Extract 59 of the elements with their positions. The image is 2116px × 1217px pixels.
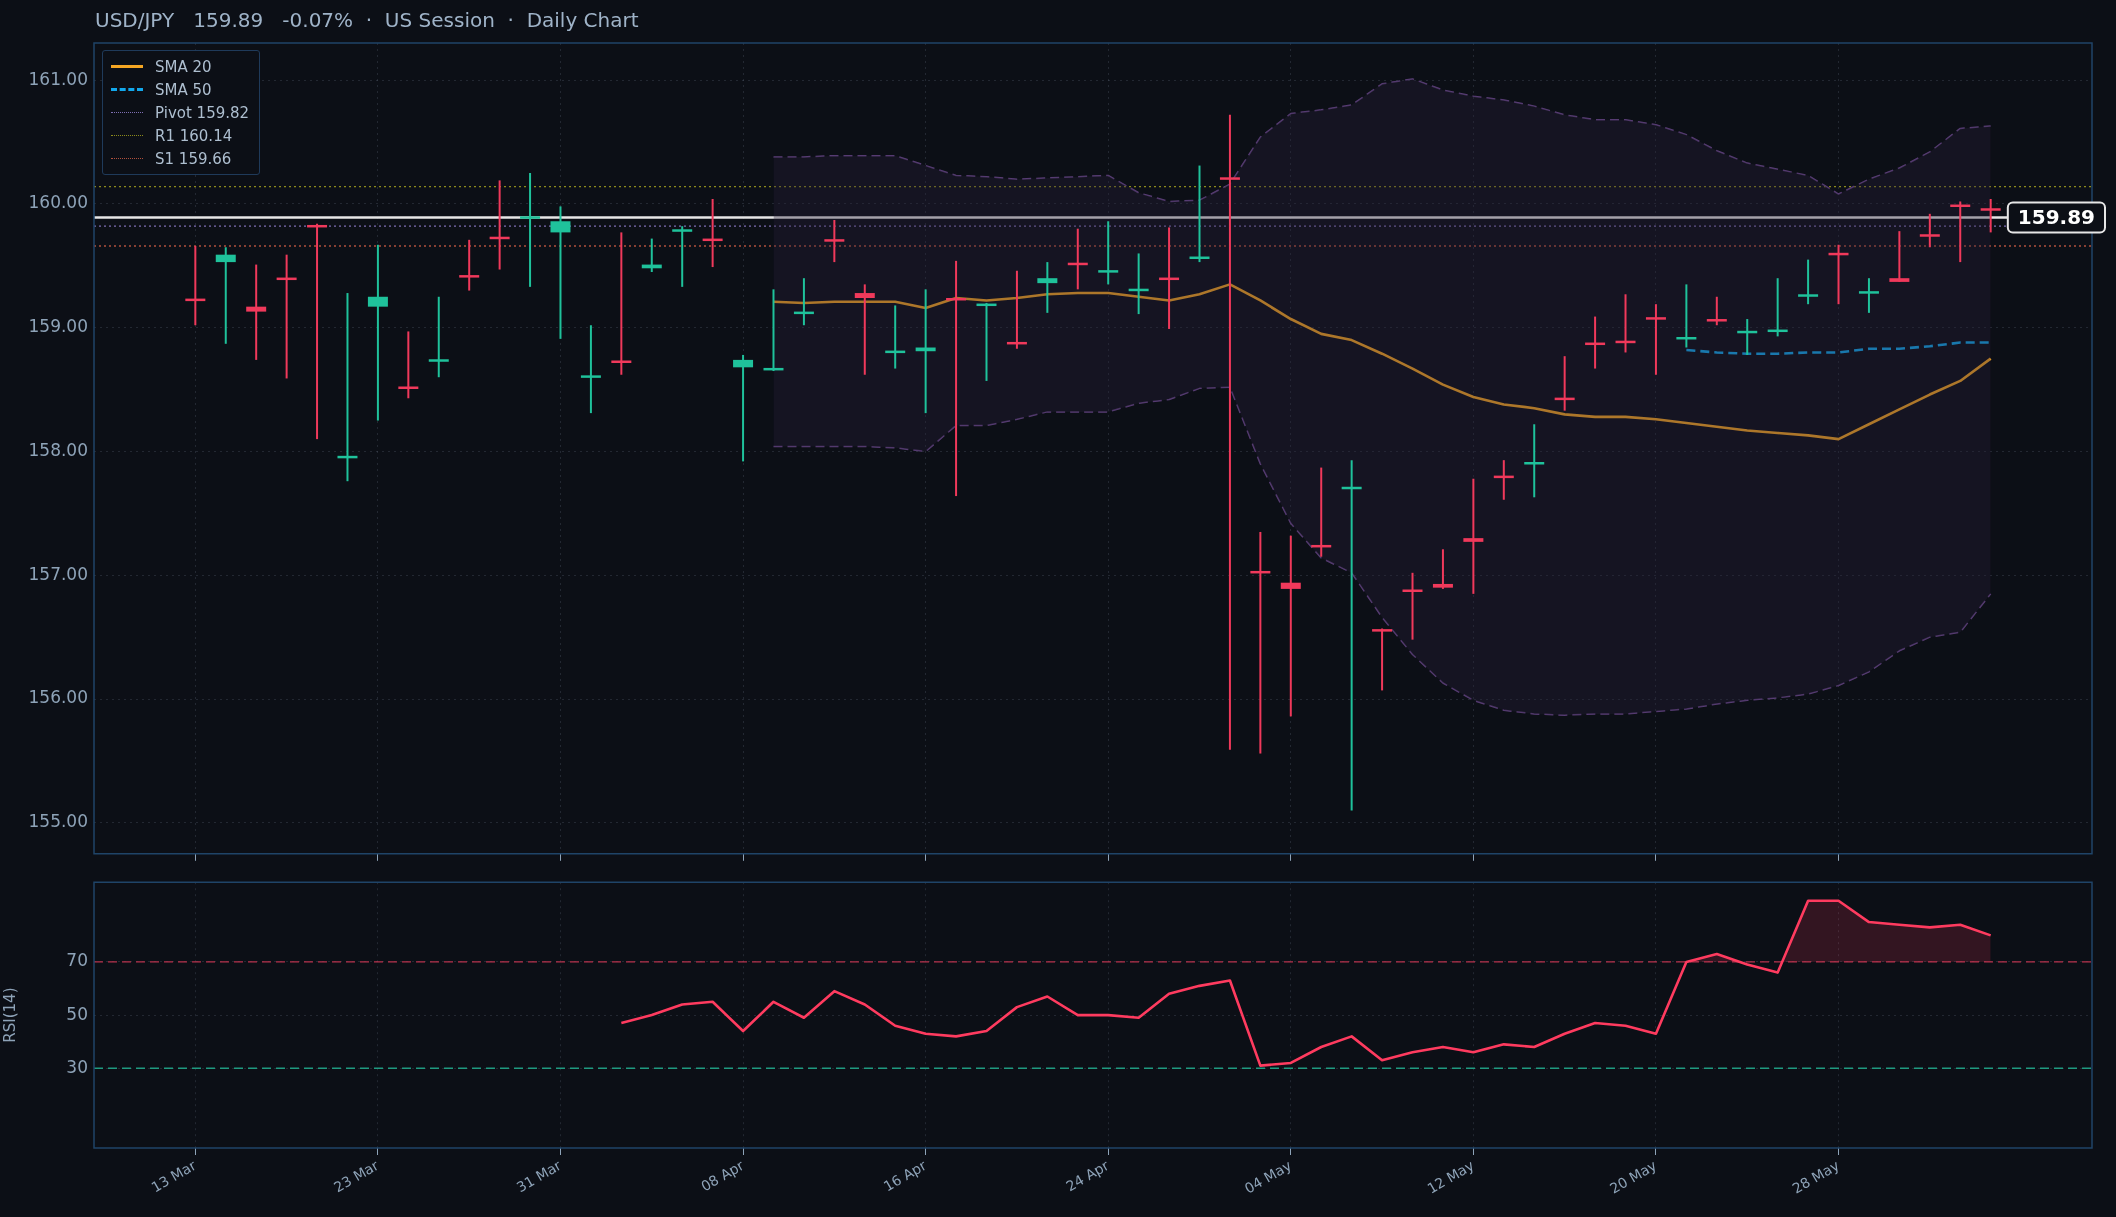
candlestick [854,283,875,376]
candlestick [1798,258,1819,306]
candlestick [1524,423,1545,499]
x-tick-label: 13 Mar [148,1157,199,1196]
candlestick [459,238,480,292]
chart-title: USD/JPY 159.89 -0.07% · US Session · Daily Chart [95,8,639,32]
x-tick-label: 31 Mar [513,1157,565,1196]
candlestick [398,330,419,400]
candlestick [672,225,693,288]
y-tick-label: 161.00 [28,68,88,89]
x-tick-label: 12 May [1424,1157,1477,1197]
candlestick [1432,548,1453,590]
y-tick-label: 156.00 [28,687,88,708]
candlestick [824,219,845,264]
y-axis-title: RSI(14) [0,987,19,1043]
candlestick [1280,534,1301,718]
y-tick-label: 160.00 [28,192,88,213]
legend-label: R1 160.14 [155,126,233,145]
candlestick [580,324,601,415]
y-tick-label: 155.00 [28,811,88,832]
candlestick [1645,303,1666,376]
candlestick [1919,212,1940,249]
line-series [1685,341,1992,355]
y-tick-label: 70 [66,950,88,971]
candlestick [1098,220,1119,286]
y-tick-label: 157.00 [28,563,88,584]
candlestick [520,171,541,288]
candlestick [1037,261,1058,314]
legend-label: S1 159.66 [155,149,232,168]
candlestick [428,295,449,379]
candlestick [367,243,388,422]
candlestick [215,246,236,345]
candlestick [733,353,754,463]
x-tick-label: 28 May [1789,1157,1842,1197]
candlestick [550,205,571,340]
candlestick [246,263,267,361]
candlestick [1980,197,2001,234]
y-tick-label: 159.00 [28,316,88,337]
candlestick [1463,477,1484,595]
candlestick [1706,295,1727,327]
line-series [772,78,1992,203]
legend-label: SMA 20 [155,57,212,76]
y-tick-label: 30 [66,1056,88,1077]
y-tick-label: 158.00 [28,439,88,460]
candlestick [1219,113,1240,751]
legend-label: SMA 50 [155,80,212,99]
x-tick-label: 04 May [1241,1157,1295,1197]
ref-line-label: 159.89 [2017,204,2096,229]
y-tick-label: 50 [66,1003,88,1024]
x-tick-label: 20 May [1606,1157,1660,1197]
candlestick [1858,277,1879,314]
candlestick [1372,627,1393,692]
x-tick-label: 16 Apr [880,1157,930,1195]
x-tick-label: 08 Apr [698,1157,747,1195]
legend-label: Pivot 159.82 [155,103,250,122]
x-tick-label: 23 Mar [331,1157,382,1196]
candlestick [1889,230,1910,283]
x-tick-label: 24 Apr [1063,1157,1112,1195]
line-series [772,386,1992,716]
